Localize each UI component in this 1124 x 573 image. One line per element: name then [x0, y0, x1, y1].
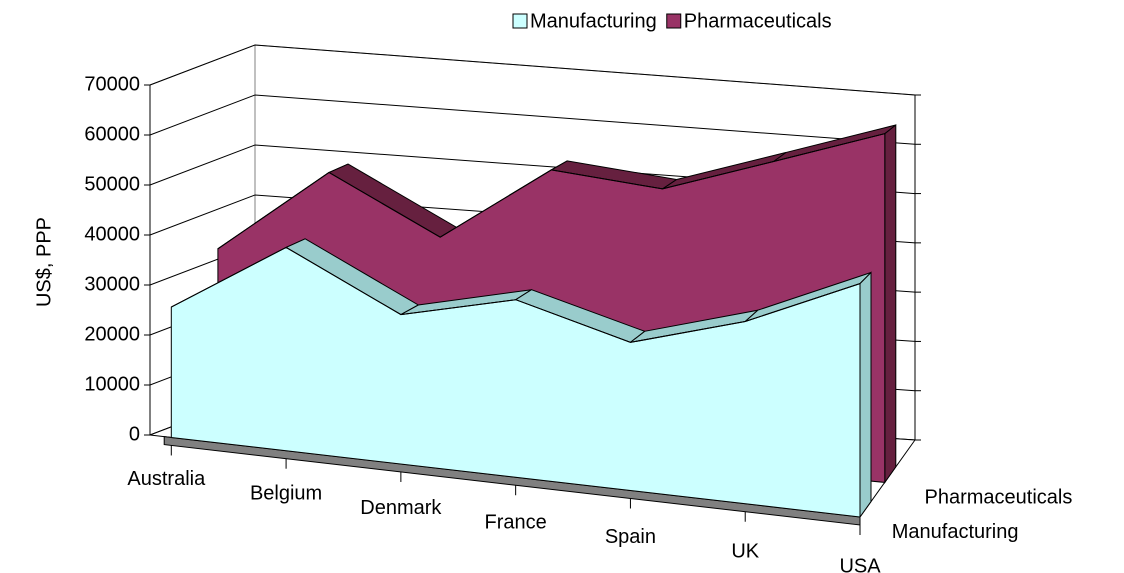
- y-axis-title: US$, PPP: [33, 217, 55, 307]
- area-side: [884, 123, 897, 484]
- x-tick-label: Belgium: [250, 483, 322, 505]
- y-tick-label: 50000: [84, 173, 140, 195]
- x-tick-label: UK: [731, 541, 759, 563]
- legend-label: Pharmaceuticals: [684, 10, 832, 32]
- x-tick-label: France: [485, 512, 547, 534]
- x-tick-label: Spain: [605, 526, 656, 548]
- x-tick-label: Denmark: [360, 497, 442, 519]
- y-tick-label: 0: [129, 423, 140, 445]
- grid-line: [149, 44, 916, 96]
- area-side: [859, 271, 872, 519]
- y-tick-label: 30000: [84, 273, 140, 295]
- x-tick-label: Australia: [127, 468, 206, 490]
- y-tick-label: 70000: [84, 73, 140, 95]
- grid-line: [149, 94, 916, 145]
- y-tick-label: 40000: [84, 223, 140, 245]
- y-tick-label: 20000: [84, 323, 140, 345]
- area-line: [217, 133, 885, 250]
- legend-swatch: [512, 13, 528, 29]
- depth-label: Pharmaceuticals: [925, 486, 1073, 508]
- depth-label: Manufacturing: [892, 521, 1019, 543]
- area-line: [171, 246, 861, 343]
- x-tick-label: USA: [839, 555, 881, 573]
- y-tick-label: 60000: [84, 123, 140, 145]
- legend-swatch: [666, 13, 682, 29]
- y-tick-label: 10000: [84, 373, 140, 395]
- legend-label: Manufacturing: [530, 10, 657, 32]
